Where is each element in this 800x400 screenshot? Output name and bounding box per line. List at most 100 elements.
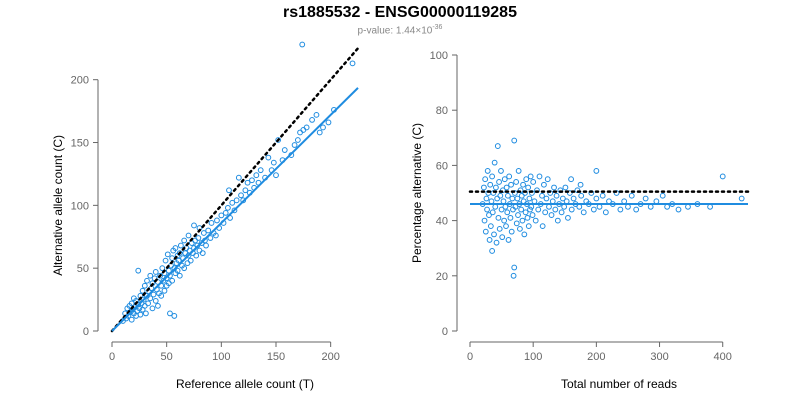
- data-point: [155, 302, 161, 309]
- data-point: [192, 237, 198, 244]
- data-point: [593, 195, 600, 202]
- data-point: [507, 214, 514, 221]
- data-point: [532, 217, 539, 224]
- data-point: [150, 291, 157, 298]
- data-point: [141, 302, 148, 309]
- data-point: [580, 209, 587, 216]
- data-point: [621, 198, 628, 205]
- data-point: [539, 192, 545, 199]
- data-point: [518, 206, 525, 213]
- data-point: [299, 41, 306, 48]
- data-point: [233, 197, 240, 204]
- data-point: [212, 232, 219, 239]
- data-point: [541, 181, 547, 188]
- data-point: [481, 184, 487, 191]
- data-point: [596, 203, 603, 210]
- data-point: [552, 206, 559, 213]
- data-point: [491, 231, 497, 238]
- data-point: [128, 300, 135, 307]
- data-point: [719, 173, 726, 180]
- data-point: [633, 206, 640, 213]
- data-point: [172, 245, 179, 251]
- data-point: [152, 269, 159, 275]
- data-point: [508, 181, 514, 188]
- data-point: [501, 217, 508, 224]
- y-axis-title: Alternative allele count (C): [51, 135, 65, 276]
- data-point: [520, 181, 526, 188]
- data-point: [253, 172, 260, 179]
- data-point: [503, 223, 509, 230]
- data-point: [647, 203, 654, 210]
- data-point: [514, 195, 521, 202]
- y-tick-label: 60: [436, 160, 448, 172]
- data-point: [526, 195, 533, 202]
- data-point: [169, 277, 176, 284]
- data-point: [167, 310, 173, 317]
- data-point: [244, 179, 251, 186]
- data-point: [207, 235, 214, 241]
- x-tick-label: 200: [321, 351, 339, 363]
- data-point: [602, 209, 609, 216]
- data-point: [505, 192, 511, 199]
- data-point: [316, 129, 323, 136]
- data-point: [484, 168, 491, 174]
- data-point: [208, 220, 215, 226]
- data-point: [309, 117, 315, 123]
- y-tick-label: 50: [77, 263, 89, 275]
- data-point: [205, 227, 212, 234]
- data-point: [562, 184, 569, 191]
- data-point: [224, 204, 231, 211]
- data-point: [539, 223, 546, 230]
- data-point: [549, 198, 556, 205]
- data-point: [513, 179, 520, 185]
- data-point: [218, 212, 225, 219]
- data-point: [164, 251, 171, 258]
- data-point: [193, 252, 200, 259]
- data-point: [487, 181, 494, 188]
- data-point: [257, 167, 264, 174]
- data-point: [214, 217, 220, 224]
- x-tick-label: 0: [467, 351, 473, 363]
- data-point: [145, 300, 151, 307]
- data-point: [176, 250, 183, 256]
- data-point: [653, 198, 660, 205]
- data-point: [524, 214, 531, 221]
- data-point: [520, 198, 527, 205]
- x-tick-label: 50: [161, 351, 173, 363]
- data-point: [493, 239, 500, 246]
- data-point: [273, 172, 279, 179]
- data-point: [144, 277, 150, 284]
- data-point: [235, 174, 242, 181]
- data-point: [536, 173, 543, 180]
- data-point: [525, 184, 532, 191]
- data-point: [281, 147, 288, 153]
- data-point: [628, 192, 635, 199]
- data-point: [525, 223, 532, 230]
- data-point: [313, 111, 320, 118]
- data-point: [484, 206, 490, 213]
- x-axis-title: Total number of reads: [561, 377, 677, 391]
- x-tick-label: 400: [714, 351, 732, 363]
- data-point: [707, 203, 713, 210]
- x-tick-label: 200: [587, 351, 605, 363]
- data-point: [128, 316, 135, 323]
- data-point: [590, 206, 597, 213]
- data-point: [502, 203, 509, 210]
- data-point: [521, 231, 528, 238]
- data-point: [738, 195, 745, 202]
- data-point: [203, 242, 209, 249]
- data-point: [625, 203, 631, 210]
- y-tick-label: 100: [430, 50, 448, 62]
- data-point: [136, 305, 143, 312]
- data-point: [496, 179, 502, 185]
- data-point: [229, 199, 236, 206]
- data-point: [495, 214, 502, 221]
- x-tick-label: 150: [267, 351, 285, 363]
- data-point: [554, 217, 561, 224]
- fit-line: [111, 87, 359, 332]
- chart-title: rs1885532 - ENSG00000119285: [283, 4, 517, 21]
- data-point: [546, 203, 552, 210]
- data-point: [349, 60, 356, 67]
- data-point: [177, 242, 184, 249]
